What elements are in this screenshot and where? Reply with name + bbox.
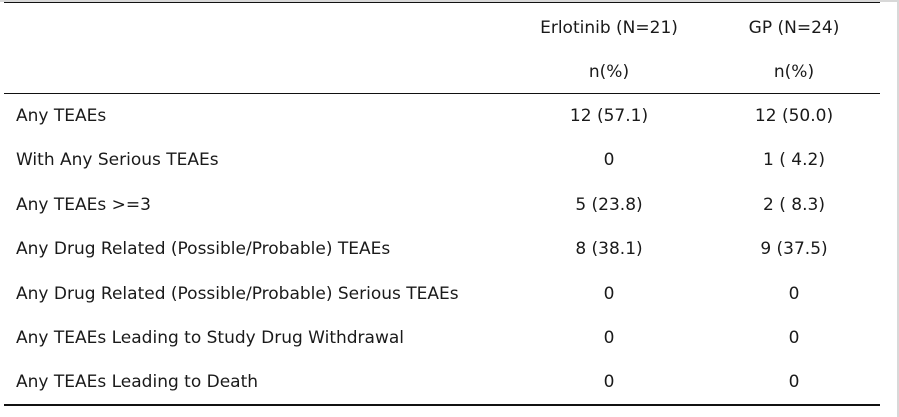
table-header-rule xyxy=(4,93,880,94)
column-header-gp: GP (N=24) xyxy=(748,18,840,38)
row-label: With Any Serious TEAEs xyxy=(16,150,219,170)
window-right-border xyxy=(897,0,899,417)
column-subheader-gp: n(%) xyxy=(773,62,815,82)
row-label: Any Drug Related (Possible/Probable) Ser… xyxy=(16,284,459,304)
row-value-erlotinib: 0 xyxy=(603,284,615,304)
row-label: Any Drug Related (Possible/Probable) TEA… xyxy=(16,239,391,259)
row-value-erlotinib: 8 (38.1) xyxy=(575,239,643,259)
row-value-erlotinib: 0 xyxy=(603,150,615,170)
row-value-gp: 9 (37.5) xyxy=(760,239,828,259)
row-value-gp: 0 xyxy=(788,328,800,348)
column-header-erlotinib: Erlotinib (N=21) xyxy=(540,18,678,38)
row-value-erlotinib: 12 (57.1) xyxy=(569,106,649,126)
table-bottom-rule xyxy=(4,404,880,406)
column-subheader-erlotinib: n(%) xyxy=(588,62,630,82)
row-value-gp: 2 ( 8.3) xyxy=(763,195,825,215)
row-label: Any TEAEs xyxy=(16,106,107,126)
row-value-erlotinib: 5 (23.8) xyxy=(575,195,643,215)
row-value-gp: 0 xyxy=(788,284,800,304)
row-value-erlotinib: 0 xyxy=(603,328,615,348)
row-value-erlotinib: 0 xyxy=(603,372,615,392)
row-label: Any TEAEs Leading to Death xyxy=(16,372,259,392)
row-label: Any TEAEs Leading to Study Drug Withdraw… xyxy=(16,328,405,348)
row-value-gp: 0 xyxy=(788,372,800,392)
table-top-rule xyxy=(4,2,880,3)
row-label: Any TEAEs >=3 xyxy=(16,195,151,215)
row-value-gp: 1 ( 4.2) xyxy=(763,150,825,170)
row-value-gp: 12 (50.0) xyxy=(754,106,834,126)
window-top-border xyxy=(0,0,899,2)
